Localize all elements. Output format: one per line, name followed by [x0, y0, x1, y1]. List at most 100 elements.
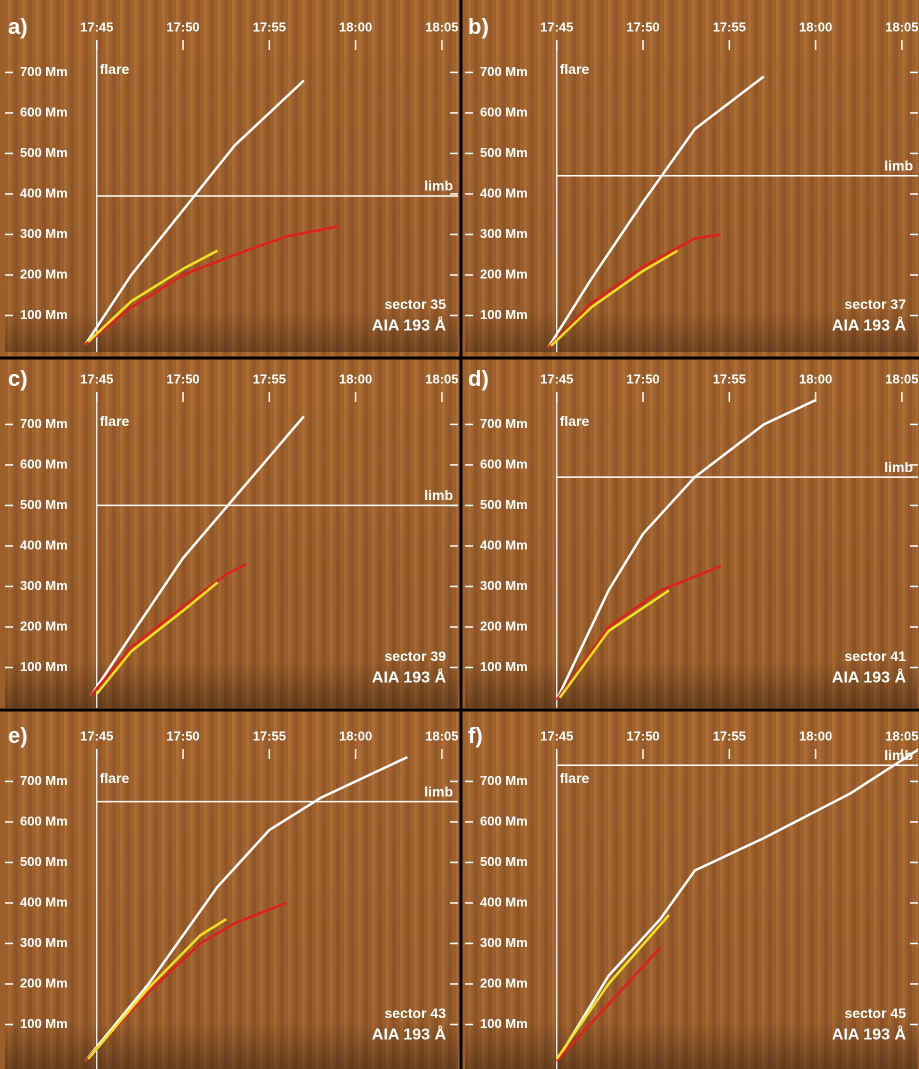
sector-label: sector 39 [385, 648, 447, 664]
x-tick-label: 17:45 [80, 371, 113, 386]
flare-label: flare [560, 61, 590, 77]
curves [555, 748, 918, 1062]
curve [84, 755, 408, 1062]
x-tick-label: 17:45 [540, 728, 573, 743]
x-tick-label: 18:00 [339, 728, 372, 743]
curve [87, 918, 227, 1060]
plot-shade [5, 40, 458, 358]
x-tick-label: 18:05 [425, 728, 458, 743]
limb-label: limb [424, 178, 453, 194]
y-tick-label: 300 Mm [20, 578, 68, 593]
instrument-label: AIA 193 Å [832, 1025, 907, 1044]
panel: 17:45 17:50 17:55 18:00 18:05 100 Mm 200 Mm 300… [5, 709, 459, 1069]
y-tick-label: 700 Mm [20, 416, 68, 431]
plot-shade [465, 749, 918, 1069]
panel: 17:45 17:50 17:55 18:00 18:05 100 Mm 200 Mm 300… [465, 709, 919, 1069]
y-tick-label: 600 Mm [480, 813, 528, 828]
y-tick-label: 700 Mm [480, 773, 528, 788]
curve [95, 581, 219, 695]
curve [84, 901, 288, 1062]
curve [84, 225, 339, 346]
limb-label: limb [424, 487, 453, 503]
x-tick-label: 18:05 [885, 19, 918, 34]
y-tick-label: 100 Mm [20, 307, 68, 322]
y-tick-label: 500 Mm [480, 854, 528, 869]
y-tick-label: 200 Mm [480, 975, 528, 990]
y-tick-label: 300 Mm [480, 226, 528, 241]
curve [555, 946, 662, 1062]
flare-label: flare [100, 770, 130, 786]
instrument-label: AIA 193 Å [372, 668, 447, 687]
x-tick-label: 17:50 [626, 19, 659, 34]
sector-label: sector 45 [845, 1005, 907, 1021]
x-tick-label: 18:05 [885, 371, 918, 386]
x-tick-label: 18:00 [799, 728, 832, 743]
y-tick-label: 200 Mm [480, 618, 528, 633]
y-tick-label: 200 Mm [20, 618, 68, 633]
panel: 17:45 17:50 17:55 18:00 18:05 100 Mm 200 Mm 300… [5, 0, 459, 358]
instrument-label: AIA 193 Å [372, 1025, 447, 1044]
x-tick-label: 17:45 [540, 19, 573, 34]
y-tick-label: 500 Mm [20, 497, 68, 512]
y-tick-label: 200 Mm [20, 975, 68, 990]
x-tick-label: 17:55 [713, 19, 746, 34]
y-tick-label: 300 Mm [20, 935, 68, 950]
flare-label: flare [560, 413, 590, 429]
panel: 17:45 17:50 17:55 18:00 18:05 100 Mm 200 Mm 300… [465, 0, 919, 358]
limb-label: limb [424, 783, 453, 799]
curve [547, 75, 765, 349]
x-tick-label: 18:00 [339, 371, 372, 386]
y-tick-label: 700 Mm [480, 64, 528, 79]
y-tick-label: 400 Mm [20, 537, 68, 552]
panel-label: c) [8, 366, 28, 391]
sector-label: sector 37 [845, 296, 907, 312]
limb-label: limb [884, 157, 913, 173]
curve [87, 249, 219, 343]
y-tick-label: 600 Mm [480, 104, 528, 119]
y-tick-label: 100 Mm [20, 659, 68, 674]
y-tick-label: 400 Mm [480, 537, 528, 552]
curves [547, 75, 765, 349]
curve [555, 748, 918, 1062]
y-tick-label: 400 Mm [20, 185, 68, 200]
flare-label: flare [560, 770, 590, 786]
y-tick-label: 400 Mm [20, 894, 68, 909]
y-tick-label: 200 Mm [20, 266, 68, 281]
sector-label: sector 35 [385, 296, 447, 312]
y-tick-label: 300 Mm [20, 226, 68, 241]
y-tick-label: 100 Mm [480, 307, 528, 322]
plot-shade [465, 40, 918, 358]
panel-label: a) [8, 14, 28, 39]
y-tick-label: 600 Mm [20, 813, 68, 828]
curves [84, 79, 339, 346]
curves [89, 415, 305, 697]
x-tick-label: 17:50 [166, 19, 199, 34]
curves [84, 755, 408, 1062]
y-tick-label: 100 Mm [20, 1016, 68, 1031]
x-tick-label: 17:50 [166, 371, 199, 386]
x-tick-label: 17:45 [540, 371, 573, 386]
curve [555, 914, 670, 1060]
y-tick-label: 400 Mm [480, 185, 528, 200]
curve [90, 563, 247, 697]
panel-label: e) [8, 723, 28, 748]
x-tick-label: 18:00 [339, 19, 372, 34]
panel-label: f) [468, 723, 483, 748]
x-tick-label: 17:55 [253, 371, 286, 386]
x-tick-label: 17:50 [626, 371, 659, 386]
curve [84, 79, 305, 346]
x-tick-label: 17:45 [80, 728, 113, 743]
x-tick-label: 17:55 [253, 728, 286, 743]
instrument-label: AIA 193 Å [372, 316, 447, 335]
curve [550, 249, 679, 347]
panel: 17:45 17:50 17:55 18:00 18:05 100 Mm 200 Mm 300… [465, 352, 919, 708]
x-tick-label: 18:05 [425, 371, 458, 386]
y-tick-label: 700 Mm [480, 416, 528, 431]
y-tick-label: 200 Mm [480, 266, 528, 281]
x-tick-label: 18:05 [885, 728, 918, 743]
curve [555, 398, 817, 701]
panel-label: d) [468, 366, 489, 391]
limb-label: limb [884, 459, 913, 475]
flare-label: flare [100, 413, 130, 429]
